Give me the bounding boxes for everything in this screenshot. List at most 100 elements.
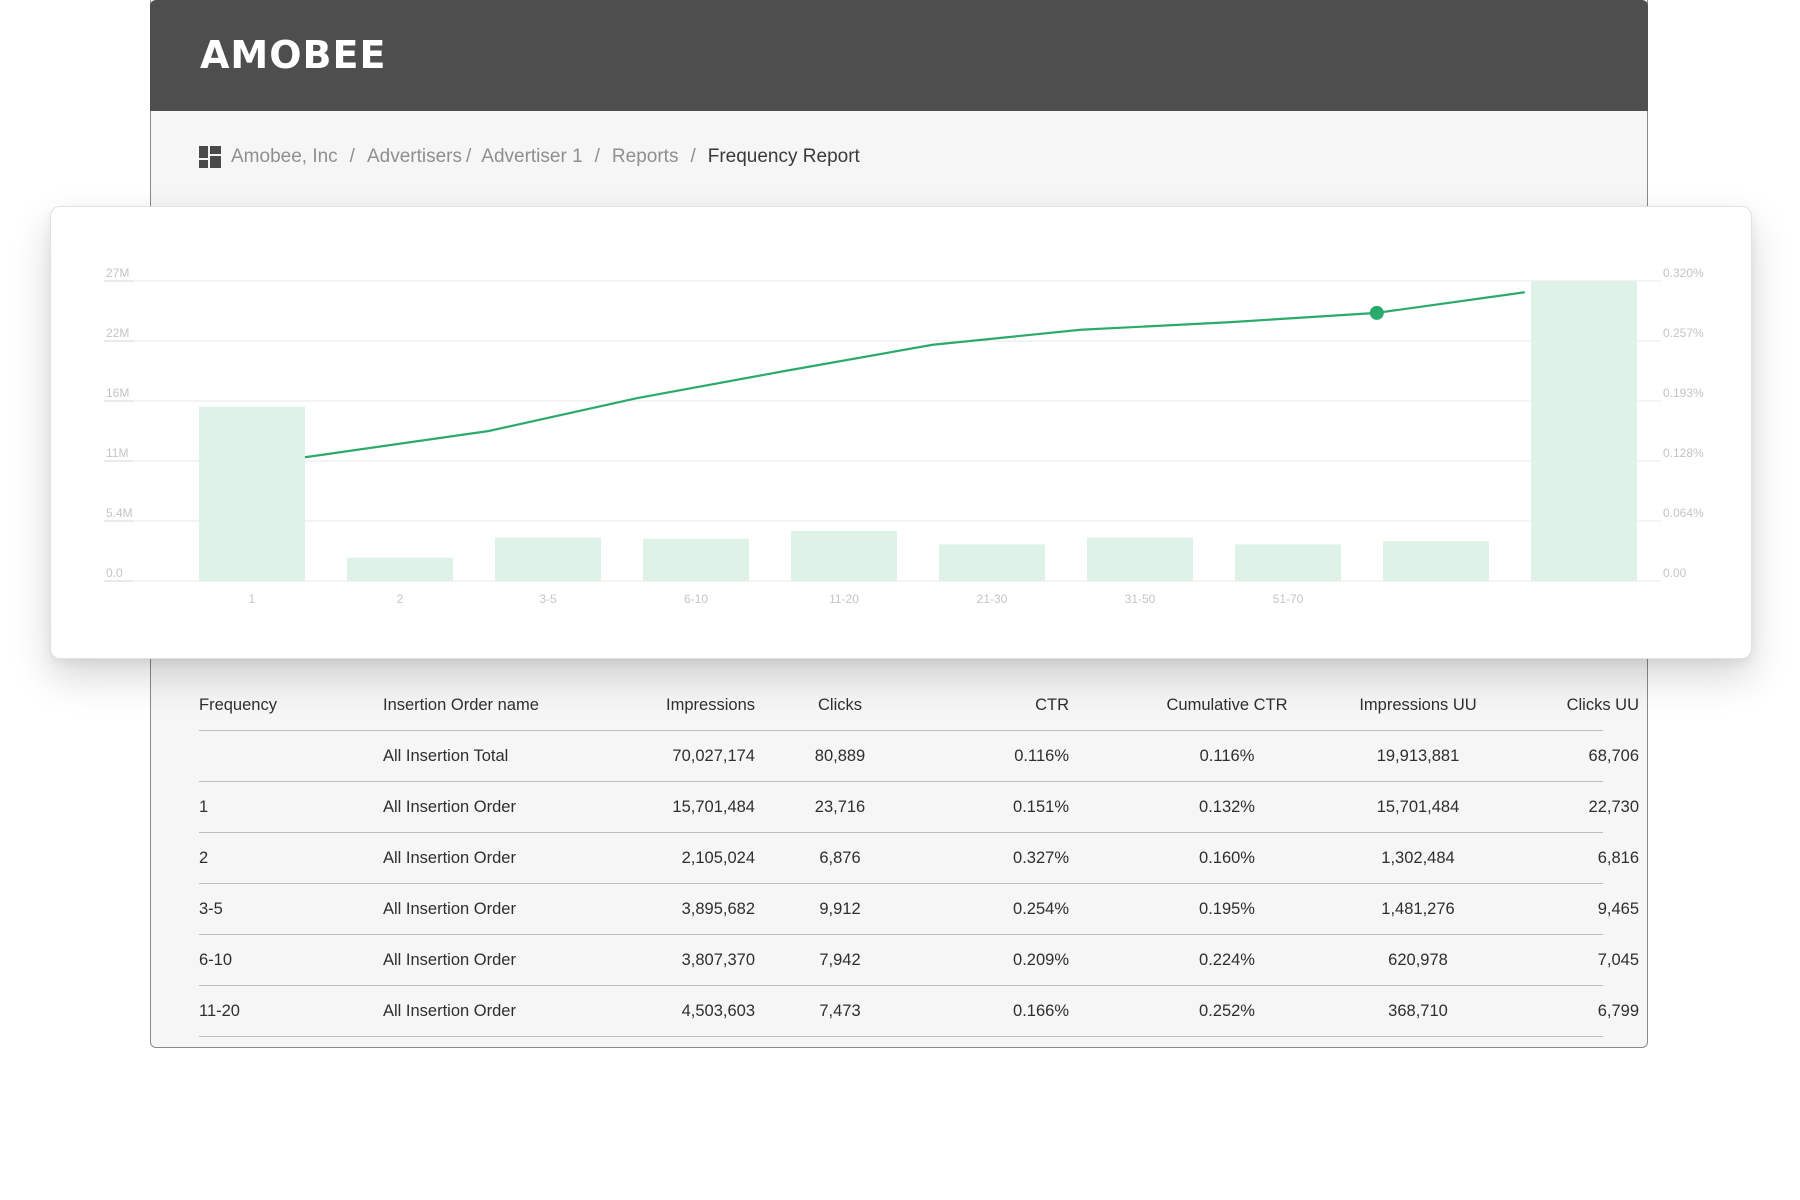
frequency-chart: 0.0 0.00 5.4M 0.064% 11M 0.128% 16M 0.193% 22M 0.… xyxy=(104,266,1704,606)
chart-bar xyxy=(1383,541,1489,581)
breadcrumb: Amobee, Inc / Advertisers / Advertiser 1… xyxy=(199,146,860,168)
x-tick-label: 6-10 xyxy=(684,592,708,606)
x-tick-label: 21-30 xyxy=(977,592,1008,606)
x-tick-label: 2 xyxy=(397,592,404,606)
cell-insertion-order-name: All Insertion Order xyxy=(383,899,516,918)
cell-clicks-uu: 9,465 xyxy=(1597,899,1639,918)
cell-impressions-uu: 368,710 xyxy=(1388,1001,1448,1020)
cell-clicks: 6,876 xyxy=(819,848,861,867)
cell-insertion-order-name: All Insertion Order xyxy=(383,950,516,969)
cell-clicks-uu: 22,730 xyxy=(1588,797,1639,816)
y-right-tick-label: 0.320% xyxy=(1663,266,1704,280)
y-left-tick-label: 22M xyxy=(106,326,129,340)
cell-impressions: 3,807,370 xyxy=(681,950,755,969)
table-row[interactable]: 1 All Insertion Order 15,701,484 23,716 0.15… xyxy=(199,782,1639,833)
breadcrumb-advertisers[interactable]: Advertisers xyxy=(366,146,462,167)
y-right-tick-label: 0.193% xyxy=(1663,386,1704,400)
cell-clicks: 80,889 xyxy=(814,746,866,765)
cell-cumulative-ctr: 0.195% xyxy=(1199,899,1255,918)
x-tick-label: 51-70 xyxy=(1273,592,1304,606)
x-tick-label: 3-5 xyxy=(539,592,557,606)
cell-insertion-order-name: All Insertion Order xyxy=(383,848,516,867)
breadcrumb-separator: / xyxy=(465,146,472,167)
cell-ctr: 0.116% xyxy=(1014,746,1069,765)
frequency-table: Frequency Insertion Order name Impressio… xyxy=(199,680,1639,1037)
highlight-point xyxy=(1369,305,1384,320)
cell-impressions-uu: 620,978 xyxy=(1388,950,1448,969)
cumulative-ctr-line xyxy=(304,291,1525,459)
chart-bar xyxy=(1087,537,1193,581)
table-row[interactable]: All Insertion Total 70,027,174 80,889 0.116… xyxy=(199,731,1639,782)
cell-ctr: 0.151% xyxy=(1013,797,1069,816)
cell-clicks: 7,473 xyxy=(819,1001,861,1020)
table-row[interactable]: 2 All Insertion Order 2,105,024 6,876 0.327%… xyxy=(199,833,1639,884)
dashboard-icon[interactable] xyxy=(199,146,221,168)
cell-cumulative-ctr: 0.116% xyxy=(1199,746,1255,765)
breadcrumb-advertiser[interactable]: Advertiser 1 xyxy=(481,146,583,167)
chart-bar xyxy=(199,406,305,581)
y-right-tick-label: 0.00 xyxy=(1663,566,1687,580)
cell-impressions: 70,027,174 xyxy=(672,746,755,765)
cell-frequency: 2 xyxy=(199,848,209,867)
table-body: All Insertion Total 70,027,174 80,889 0.116… xyxy=(199,731,1639,1037)
cell-impressions: 2,105,024 xyxy=(681,848,755,867)
cell-cumulative-ctr: 0.252% xyxy=(1199,1001,1255,1020)
cell-frequency: 11-20 xyxy=(199,1001,240,1020)
table-row[interactable]: 11-20 All Insertion Order 4,503,603 7,473 0.… xyxy=(199,986,1639,1037)
breadcrumb-company[interactable]: Amobee, Inc xyxy=(231,146,338,167)
chart-bar xyxy=(1531,281,1637,581)
cell-impressions-uu: 1,302,484 xyxy=(1381,848,1455,867)
column-header-frequency[interactable]: Frequency xyxy=(199,695,277,714)
column-header-cumulative-ctr[interactable]: Cumulative CTR xyxy=(1166,695,1288,714)
chart-bar xyxy=(495,537,601,581)
amobee-logo[interactable]: AMOBEE xyxy=(200,33,387,77)
frequency-chart-card: 0.0 0.00 5.4M 0.064% 11M 0.128% 16M 0.193% 22M 0.… xyxy=(50,206,1752,659)
cell-impressions-uu: 1,481,276 xyxy=(1381,899,1455,918)
y-left-tick-label: 27M xyxy=(106,266,129,280)
app-header: AMOBEE xyxy=(150,0,1648,111)
cell-clicks-uu: 6,816 xyxy=(1597,848,1639,867)
cell-cumulative-ctr: 0.160% xyxy=(1199,848,1255,867)
chart-bar xyxy=(643,538,749,581)
column-header-clicks-uu[interactable]: Clicks UU xyxy=(1566,695,1639,714)
chart-bar xyxy=(1235,544,1341,581)
column-header-insertion-order-name[interactable]: Insertion Order name xyxy=(383,695,539,714)
column-header-impressions[interactable]: Impressions xyxy=(666,695,755,714)
x-tick-label: 11-20 xyxy=(829,592,859,606)
cell-clicks: 9,912 xyxy=(819,899,861,918)
cell-impressions: 15,701,484 xyxy=(672,797,755,816)
cell-clicks-uu: 7,045 xyxy=(1597,950,1639,969)
x-tick-label: 31-50 xyxy=(1125,592,1156,606)
cell-insertion-order-name: All Insertion Total xyxy=(383,746,509,765)
cell-ctr: 0.327% xyxy=(1013,848,1069,867)
cell-insertion-order-name: All Insertion Order xyxy=(383,797,516,816)
cell-insertion-order-name: All Insertion Order xyxy=(383,1001,516,1020)
x-tick-label: 1 xyxy=(249,592,256,606)
table-row[interactable]: 3-5 All Insertion Order 3,895,682 9,912 0.25… xyxy=(199,884,1639,935)
cell-impressions-uu: 15,701,484 xyxy=(1376,797,1460,816)
y-left-tick-label: 11M xyxy=(106,446,128,460)
chart-bar xyxy=(791,531,897,581)
table-row[interactable]: 6-10 All Insertion Order 3,807,370 7,942 0.2… xyxy=(199,935,1639,986)
cell-clicks: 23,716 xyxy=(814,797,866,816)
cell-ctr: 0.209% xyxy=(1013,950,1069,969)
column-header-clicks[interactable]: Clicks xyxy=(818,695,862,714)
breadcrumb-reports[interactable]: Reports xyxy=(611,146,679,167)
y-left-tick-label: 0.0 xyxy=(106,566,123,580)
cell-ctr: 0.254% xyxy=(1013,899,1069,918)
breadcrumb-separator: / xyxy=(594,146,600,167)
column-header-impressions-uu[interactable]: Impressions UU xyxy=(1359,695,1477,714)
cell-frequency: 3-5 xyxy=(199,899,223,918)
cell-frequency: 6-10 xyxy=(199,950,233,969)
y-left-tick-label: 16M xyxy=(106,386,129,400)
cell-clicks-uu: 6,799 xyxy=(1597,1001,1639,1020)
cell-frequency: 1 xyxy=(199,797,209,816)
cell-impressions: 4,503,603 xyxy=(681,1001,755,1020)
table-header-row: Frequency Insertion Order name Impressio… xyxy=(199,680,1639,731)
cell-ctr: 0.166% xyxy=(1013,1001,1069,1020)
y-right-tick-label: 0.128% xyxy=(1663,446,1704,460)
y-right-tick-label: 0.064% xyxy=(1663,506,1704,520)
column-header-ctr[interactable]: CTR xyxy=(1035,695,1069,714)
y-left-tick-label: 5.4M xyxy=(106,506,133,520)
cell-cumulative-ctr: 0.224% xyxy=(1199,950,1255,969)
